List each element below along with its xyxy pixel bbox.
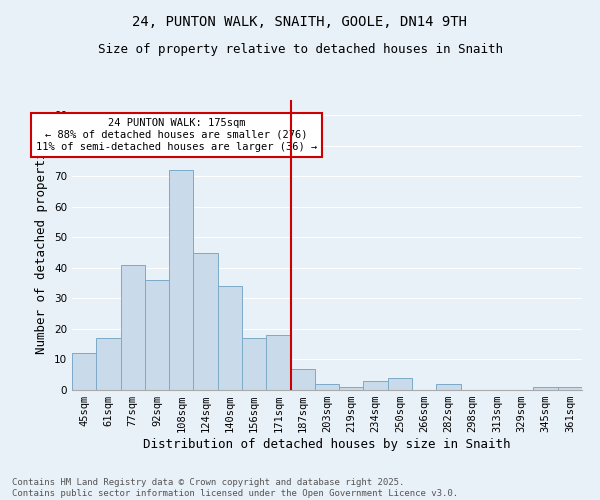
Bar [290, 368, 315, 390]
Text: 24, PUNTON WALK, SNAITH, GOOLE, DN14 9TH: 24, PUNTON WALK, SNAITH, GOOLE, DN14 9TH [133, 15, 467, 29]
Bar [533, 387, 558, 390]
Text: Size of property relative to detached houses in Snaith: Size of property relative to detached ho… [97, 42, 503, 56]
Bar [193, 252, 218, 390]
Bar [218, 286, 242, 390]
Text: Contains HM Land Registry data © Crown copyright and database right 2025.
Contai: Contains HM Land Registry data © Crown c… [12, 478, 458, 498]
Bar [242, 338, 266, 390]
Bar [388, 378, 412, 390]
Bar [339, 387, 364, 390]
X-axis label: Distribution of detached houses by size in Snaith: Distribution of detached houses by size … [143, 438, 511, 451]
Text: 24 PUNTON WALK: 175sqm
← 88% of detached houses are smaller (276)
11% of semi-de: 24 PUNTON WALK: 175sqm ← 88% of detached… [36, 118, 317, 152]
Bar [169, 170, 193, 390]
Bar [436, 384, 461, 390]
Bar [266, 335, 290, 390]
Bar [315, 384, 339, 390]
Bar [145, 280, 169, 390]
Bar [121, 265, 145, 390]
Y-axis label: Number of detached properties: Number of detached properties [35, 136, 49, 354]
Bar [72, 354, 96, 390]
Bar [558, 387, 582, 390]
Bar [364, 381, 388, 390]
Bar [96, 338, 121, 390]
